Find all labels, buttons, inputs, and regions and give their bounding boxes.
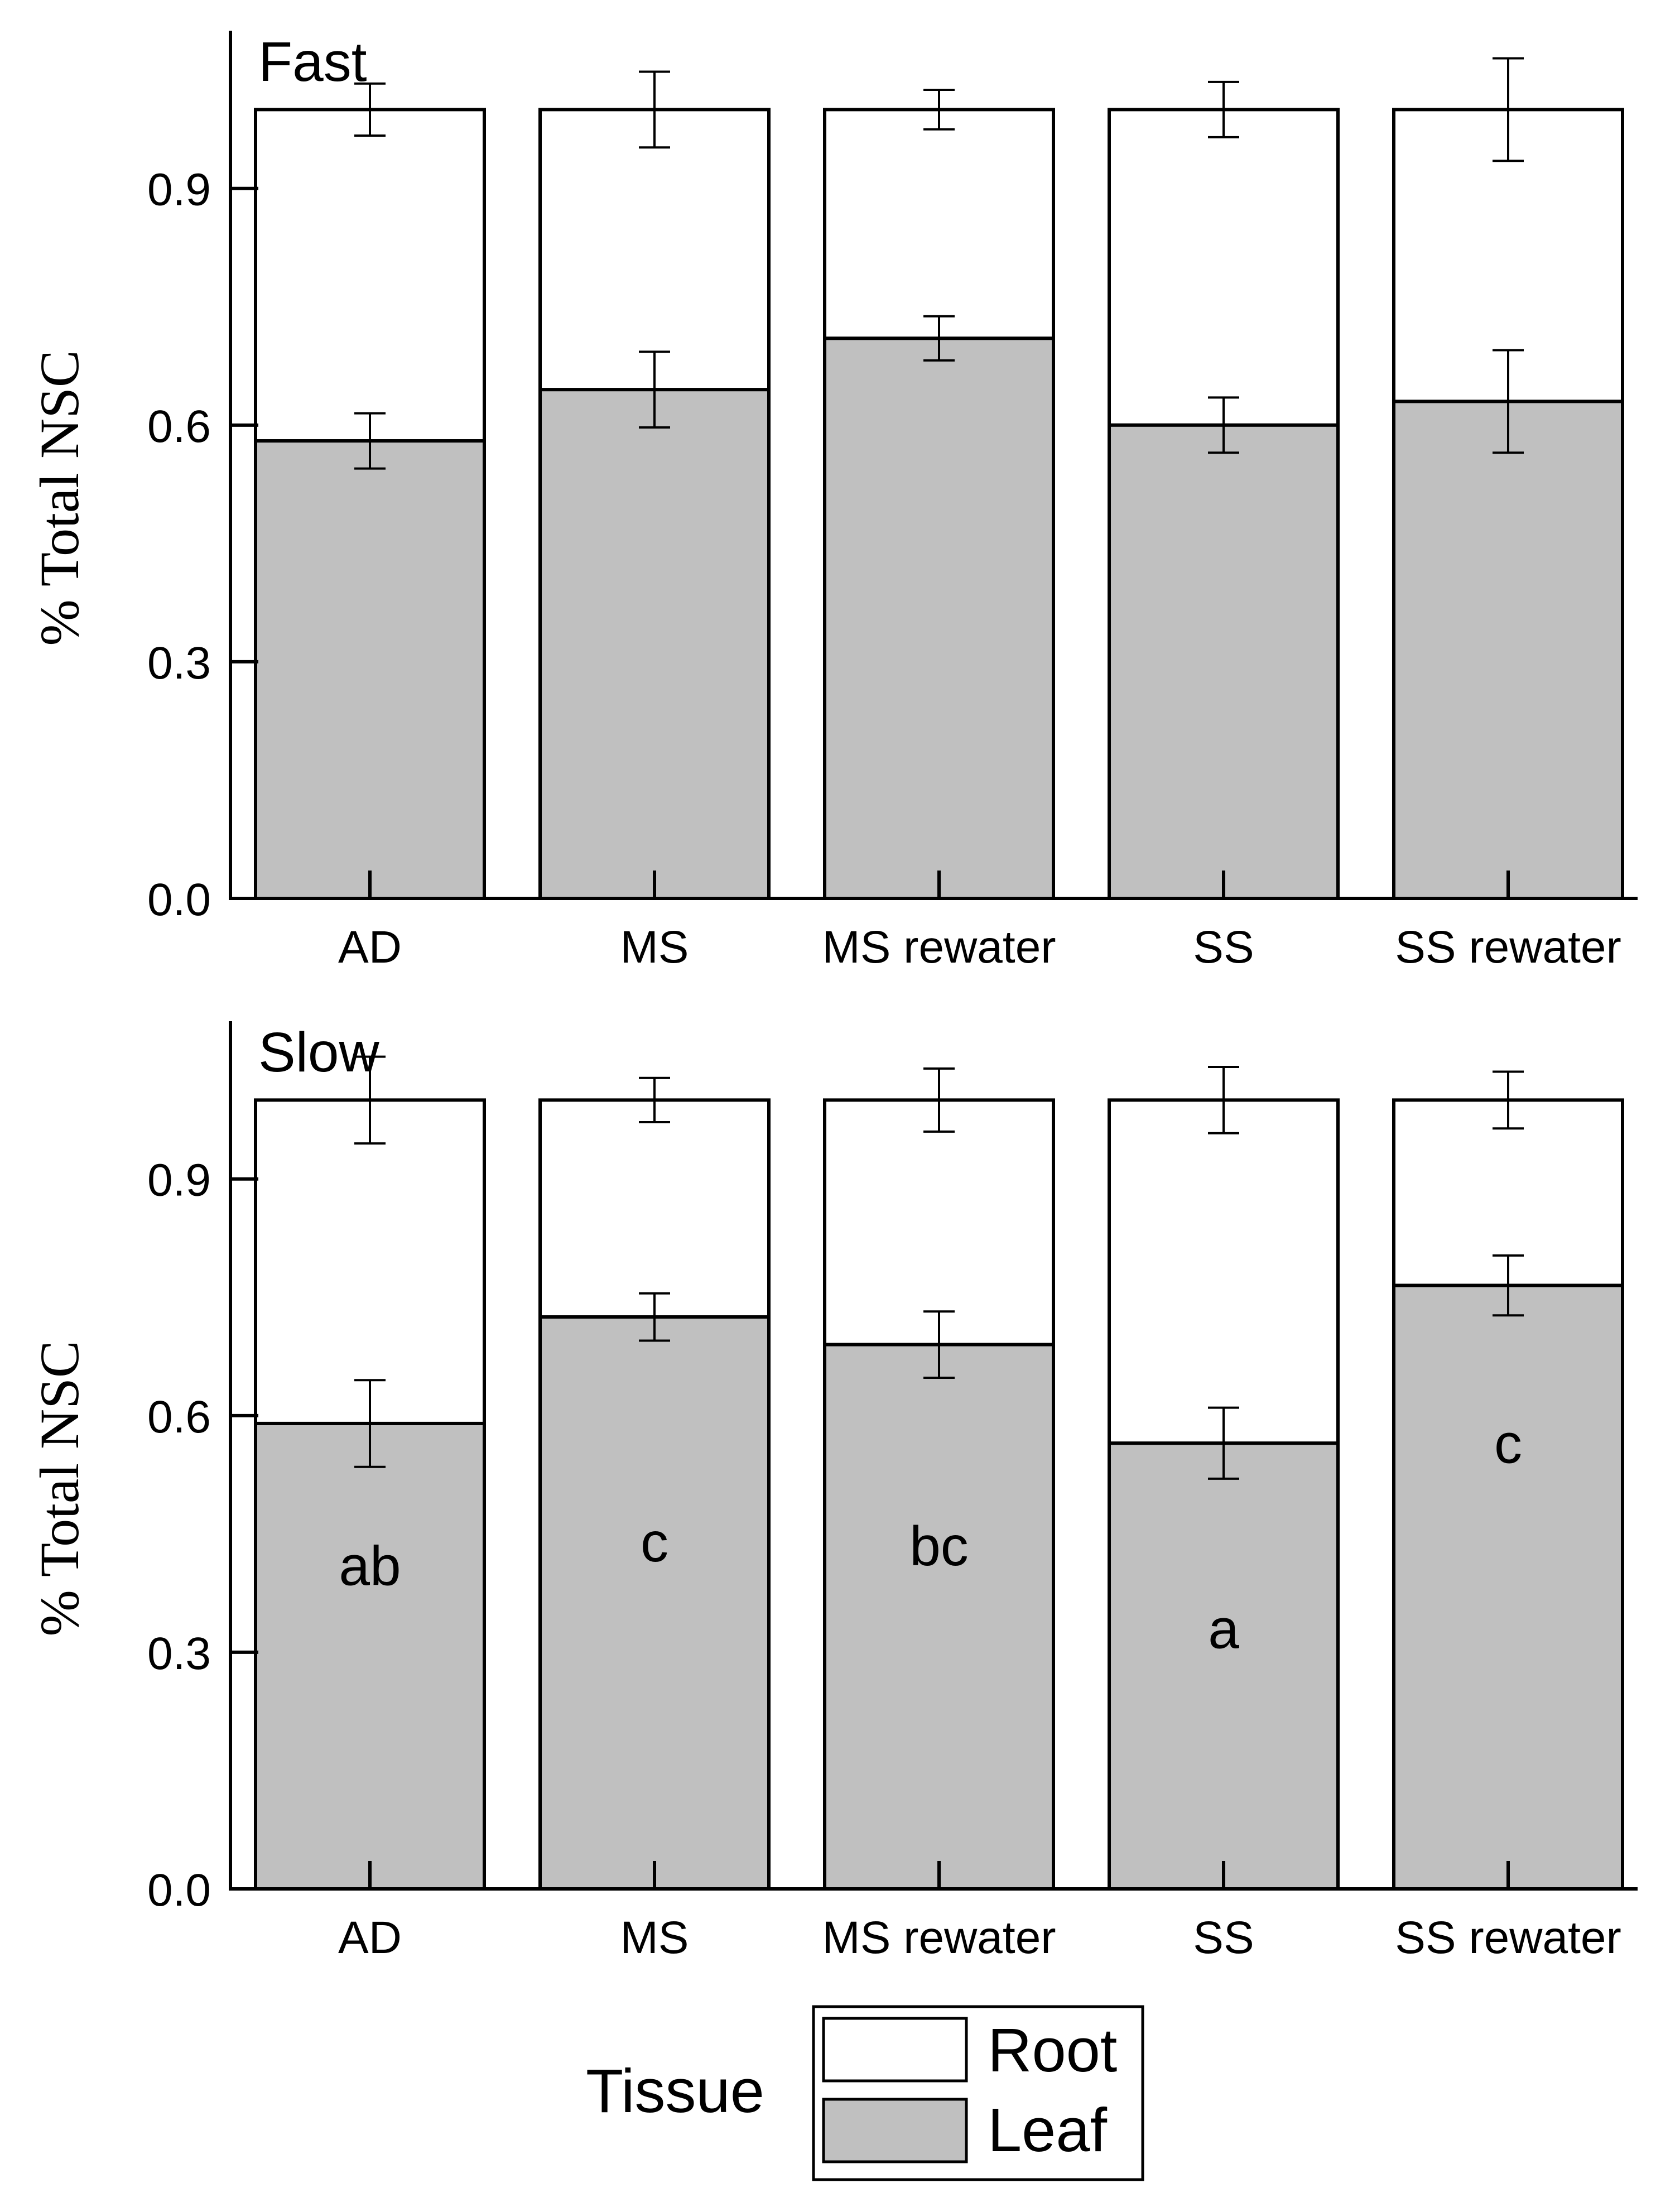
errorbar-root-ss-rewater xyxy=(1493,57,1524,162)
y-tick-label: 0.0 xyxy=(147,874,211,925)
legend-swatch-leaf xyxy=(822,2098,968,2163)
bar-root-ms-rewater xyxy=(823,108,1055,340)
significance-letter-ms: c xyxy=(641,1511,668,1574)
bar-root-ss xyxy=(1108,108,1340,427)
significance-letter-ad: ab xyxy=(339,1535,401,1597)
errorbar-leaf-ss xyxy=(1208,1406,1239,1480)
y-tick-label: 0.3 xyxy=(147,1628,211,1679)
legend-label-root: Root xyxy=(988,2016,1117,2085)
x-tick-label-ms-rewater: MS rewater xyxy=(822,1912,1056,1963)
legend-title: Tissue xyxy=(586,2057,764,2126)
panel-title: Fast xyxy=(258,31,367,93)
bar-leaf-ss xyxy=(1108,423,1340,900)
x-tick-label-ad: AD xyxy=(338,922,402,973)
errorbar-root-ms xyxy=(639,1076,670,1123)
bar-root-ad xyxy=(254,1098,486,1425)
significance-letter-ms-rewater: bc xyxy=(909,1515,969,1578)
errorbar-leaf-ms-rewater xyxy=(923,1310,955,1379)
errorbar-root-ms-rewater xyxy=(923,1067,955,1133)
x-tick-label-ss-rewater: SS rewater xyxy=(1395,922,1621,973)
errorbar-leaf-ms-rewater xyxy=(923,315,955,362)
y-axis-label: % Total NSC xyxy=(28,1340,90,1636)
bar-leaf-ms xyxy=(538,388,771,900)
bar-leaf-ad xyxy=(254,439,486,900)
errorbar-leaf-ss xyxy=(1208,396,1239,454)
bar-root-ms-rewater xyxy=(823,1098,1055,1347)
y-tick-label: 0.9 xyxy=(147,1155,211,1206)
bar-root-ms xyxy=(538,108,771,392)
errorbar-root-ms xyxy=(639,70,670,149)
x-tick-label-ss: SS xyxy=(1193,922,1254,973)
y-axis-label: % Total NSC xyxy=(28,350,90,646)
bar-root-ss xyxy=(1108,1098,1340,1445)
x-tick-label-ms-rewater: MS rewater xyxy=(822,922,1056,973)
bar-leaf-ss-rewater xyxy=(1392,400,1624,900)
errorbar-root-ad xyxy=(354,1055,386,1145)
bar-leaf-ss xyxy=(1108,1441,1340,1891)
bar-leaf-ss-rewater xyxy=(1392,1283,1624,1891)
bar-leaf-ad xyxy=(254,1421,486,1891)
y-tick-label: 0.6 xyxy=(147,401,211,452)
x-tick-label-ms: MS xyxy=(620,1912,689,1963)
x-tick-label-ss-rewater: SS rewater xyxy=(1395,1912,1621,1963)
bar-root-ms xyxy=(538,1098,771,1319)
bar-leaf-ms-rewater xyxy=(823,336,1055,900)
y-tick-label: 0.3 xyxy=(147,638,211,689)
errorbar-leaf-ms xyxy=(639,350,670,429)
panel-slow: AD MS MS rewater SS SS rewater 0.0 0.3 0.6 0.9 % … xyxy=(28,1021,1638,1963)
legend-box xyxy=(812,2005,1144,2181)
errorbar-leaf-ms xyxy=(639,1292,670,1342)
x-tick-label-ad: AD xyxy=(338,1912,402,1963)
errorbar-leaf-ad xyxy=(354,412,386,470)
significance-letter-ss-rewater: c xyxy=(1494,1412,1522,1475)
errorbar-leaf-ad xyxy=(354,1379,386,1468)
bar-leaf-ms xyxy=(538,1315,771,1891)
errorbar-root-ad xyxy=(354,82,386,137)
y-tick-label: 0.6 xyxy=(147,1392,211,1442)
errorbar-leaf-ss-rewater xyxy=(1493,1254,1524,1317)
panel-fast: AD MS MS rewater SS SS rewater 0.0 0.3 0.6 0.9 % … xyxy=(28,31,1638,973)
legend-label-leaf: Leaf xyxy=(988,2096,1108,2165)
errorbar-root-ss xyxy=(1208,80,1239,138)
legend-swatch-root xyxy=(822,2017,968,2083)
bar-leaf-ms-rewater xyxy=(823,1343,1055,1891)
x-tick-label-ss: SS xyxy=(1193,1912,1254,1963)
y-tick-label: 0.9 xyxy=(147,165,211,215)
errorbar-root-ss xyxy=(1208,1065,1239,1134)
x-tick-label-ms: MS xyxy=(620,922,689,973)
significance-letter-ss: a xyxy=(1208,1598,1239,1661)
panel-title: Slow xyxy=(258,1021,380,1084)
bar-root-ad xyxy=(254,108,486,443)
errorbar-leaf-ss-rewater xyxy=(1493,349,1524,454)
errorbar-root-ss-rewater xyxy=(1493,1070,1524,1130)
legend: Tissue Root Leaf xyxy=(586,2005,1144,2181)
errorbar-root-ms-rewater xyxy=(923,89,955,131)
y-tick-label: 0.0 xyxy=(147,1865,211,1916)
